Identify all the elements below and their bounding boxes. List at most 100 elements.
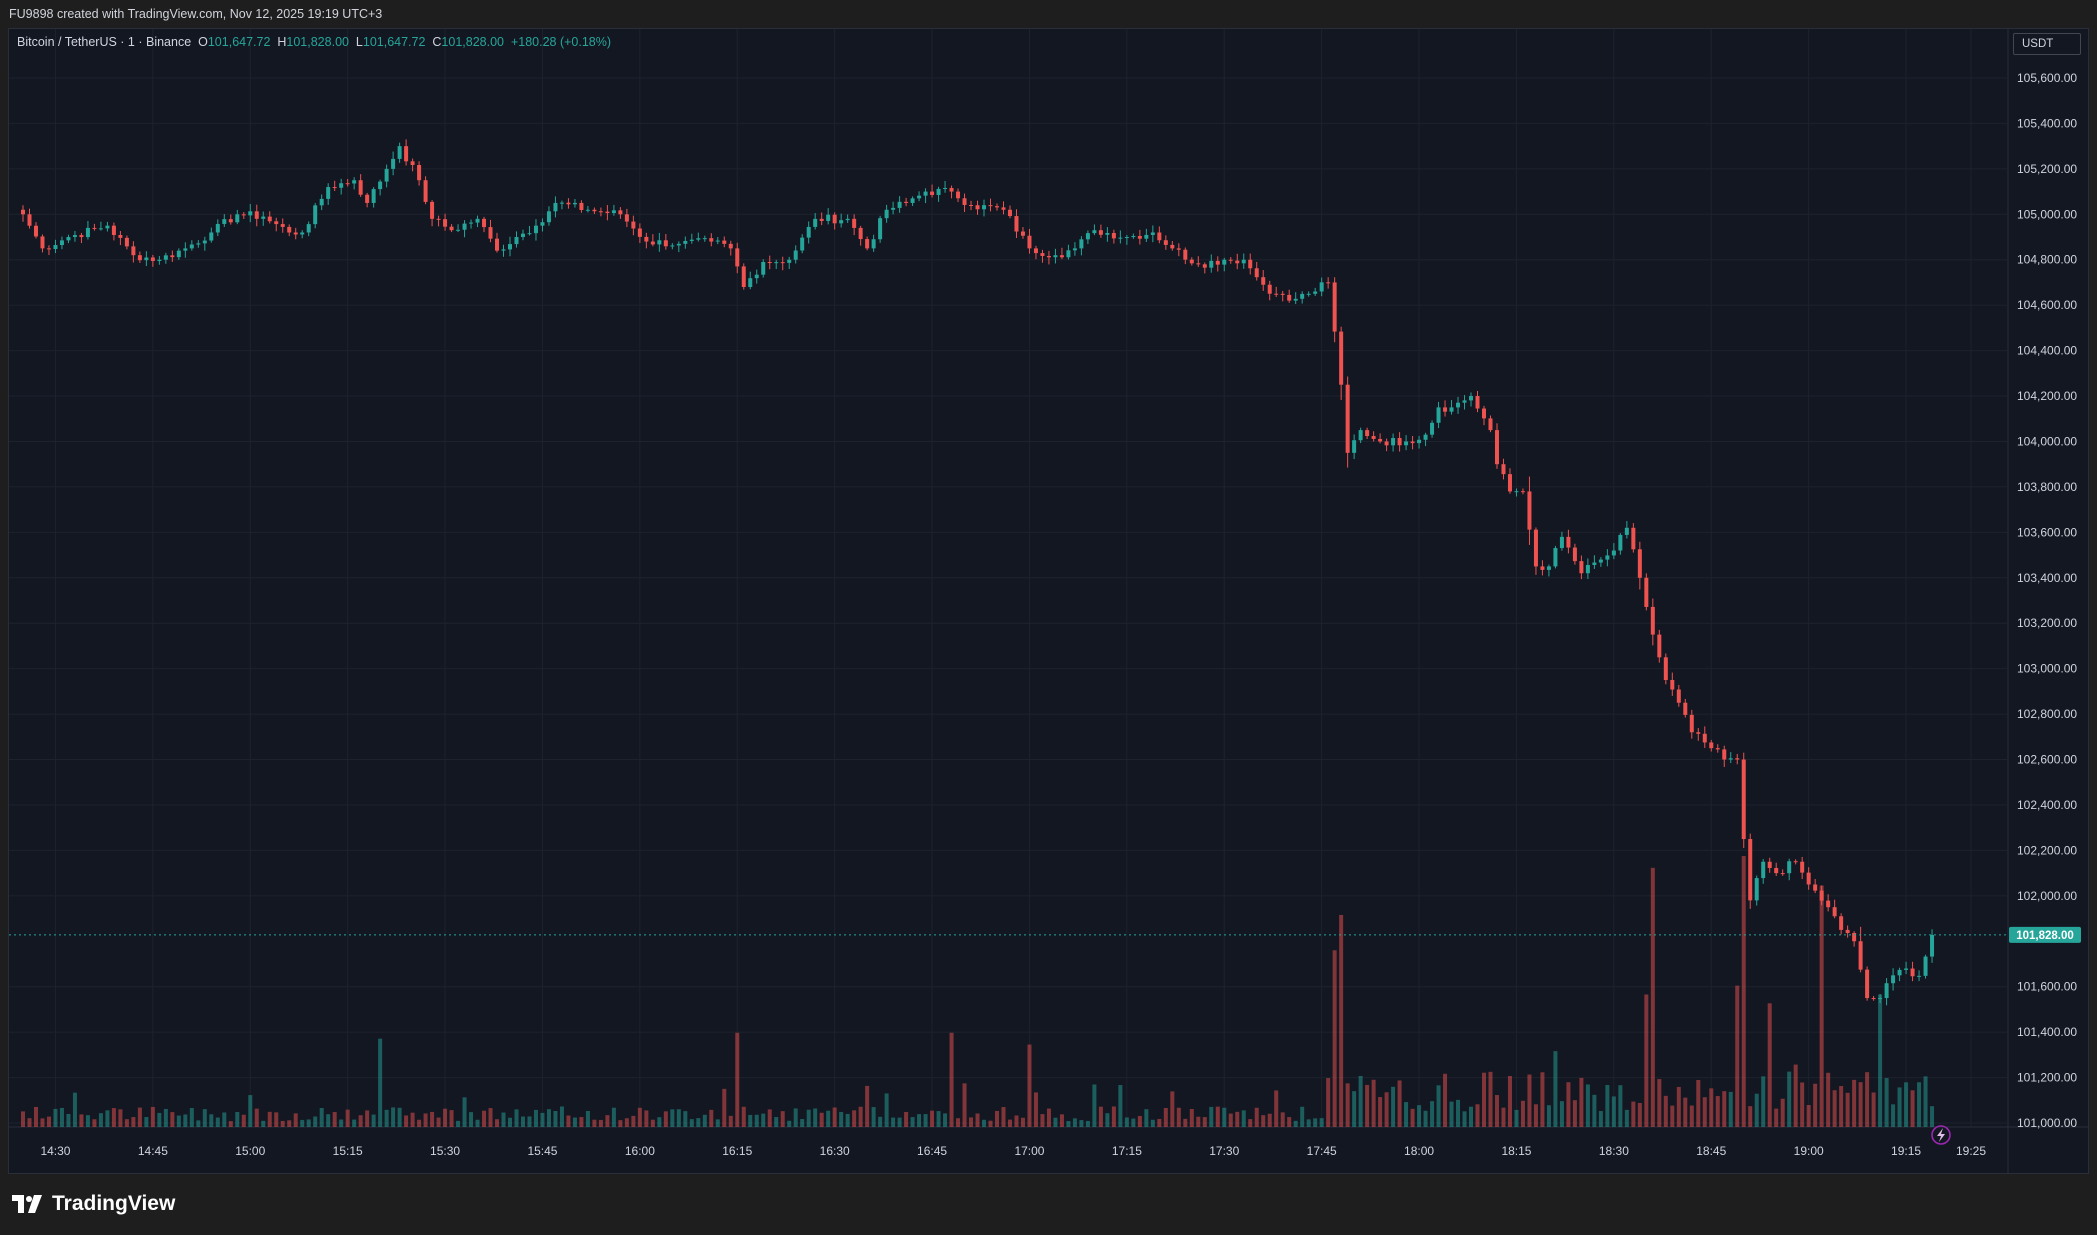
price-axis[interactable]: 105,600.00 105,400.00 105,200.00 105,000.00…: [2017, 71, 2077, 1130]
candle-body: [1585, 565, 1590, 574]
candle-body: [1358, 430, 1363, 441]
time-tick-label: 18:45: [1696, 1144, 1726, 1158]
candle-body: [1917, 975, 1922, 977]
candle-body: [1092, 230, 1097, 234]
time-axis[interactable]: 14:30 14:45 15:00 15:15 15:30 15:45 16:00 16:15…: [40, 1144, 1986, 1158]
volume-bar: [1423, 1110, 1428, 1127]
chart-panel[interactable]: 105,600.00 105,400.00 105,200.00 105,000.00…: [8, 28, 2089, 1174]
volume-bar: [1358, 1075, 1363, 1127]
volume-bar: [274, 1112, 279, 1127]
volume-bar: [449, 1110, 454, 1127]
candle-body: [917, 195, 922, 199]
volume-bar: [1293, 1120, 1298, 1127]
change-value: +180.28 (+0.18%): [510, 35, 612, 49]
volume-bar: [904, 1111, 909, 1127]
volume-bar: [1527, 1074, 1532, 1127]
volume-bar: [1520, 1100, 1525, 1127]
candle-body: [241, 214, 246, 216]
candle-body: [884, 209, 889, 219]
price-tick-label: 105,200.00: [2017, 162, 2077, 176]
volume-bar: [85, 1115, 90, 1127]
volume-bar: [1183, 1118, 1188, 1127]
price-tick-label: 101,200.00: [2017, 1071, 2077, 1085]
attribution-text: FU9898 created with TradingView.com, Nov…: [9, 7, 383, 21]
volume-bar: [865, 1085, 870, 1127]
volume-bar: [1689, 1105, 1694, 1127]
volume-bar: [514, 1109, 519, 1127]
price-chart[interactable]: 105,600.00 105,400.00 105,200.00 105,000.00…: [9, 29, 2088, 1173]
candle-body: [280, 224, 285, 227]
volume-bar: [241, 1114, 246, 1127]
candle-body: [215, 223, 220, 233]
price-tick-label: 103,400.00: [2017, 571, 2077, 585]
volume-bar: [1637, 1102, 1642, 1127]
candle-body: [1572, 547, 1577, 562]
candle-body: [845, 218, 850, 221]
volume-bar: [657, 1117, 662, 1127]
candle-body: [1352, 440, 1357, 453]
candle-body: [1053, 255, 1058, 258]
volume-bar: [813, 1108, 818, 1127]
volume-bar: [1741, 856, 1746, 1127]
volume-bar: [1813, 1083, 1818, 1127]
candle-body: [21, 209, 25, 215]
volume-bar: [644, 1110, 649, 1127]
candle-body: [345, 183, 350, 185]
volume-bar: [1884, 1078, 1889, 1127]
time-tick-label: 18:15: [1501, 1144, 1531, 1158]
volume-bar: [1456, 1099, 1461, 1127]
volume-bar: [871, 1107, 876, 1127]
volume-bar: [566, 1115, 571, 1127]
candle-body: [1923, 956, 1928, 976]
volume-bar: [118, 1109, 123, 1127]
candle-body: [501, 249, 506, 251]
candle-body: [741, 266, 746, 287]
candle-body: [975, 205, 980, 210]
volume-bar: [1196, 1116, 1201, 1127]
candle-body: [1676, 689, 1681, 703]
candle-body: [1072, 248, 1077, 251]
candle-body: [1475, 396, 1480, 409]
volume-bar: [741, 1106, 746, 1127]
candle-body: [852, 218, 857, 228]
candle-body: [611, 210, 616, 214]
brand-logo[interactable]: TradingView: [12, 1192, 175, 1216]
volume-bar: [917, 1114, 922, 1127]
volume-bar: [1897, 1087, 1902, 1127]
volume-bar: [884, 1093, 889, 1127]
candle-body: [326, 187, 331, 199]
volume-bar: [1092, 1084, 1097, 1127]
volume-bar: [443, 1108, 448, 1127]
candle-body: [144, 257, 149, 261]
volume-bar: [46, 1116, 51, 1127]
replay-icon[interactable]: [1931, 1125, 1951, 1145]
volume-bar: [1176, 1107, 1181, 1127]
candle-body: [1079, 239, 1084, 249]
volume-bar: [1540, 1072, 1545, 1127]
price-tick-label: 101,000.00: [2017, 1116, 2077, 1130]
candle-body: [1293, 298, 1298, 301]
candle-body: [1520, 491, 1525, 493]
time-tick-label: 19:00: [1794, 1144, 1824, 1158]
candle-body: [365, 194, 370, 203]
volume-bar: [1267, 1113, 1272, 1127]
volume-bar: [767, 1109, 772, 1127]
candle-body: [1793, 861, 1798, 863]
price-tick-label: 103,000.00: [2017, 662, 2077, 676]
candle-body: [306, 224, 311, 233]
open-value: 101,647.72: [207, 35, 271, 49]
volume-bar: [709, 1109, 714, 1127]
high-key: H: [277, 35, 287, 49]
volume-bar: [1657, 1079, 1662, 1127]
candle-body: [1170, 244, 1175, 249]
candle-body: [618, 210, 623, 215]
volume-bar: [397, 1107, 402, 1127]
currency-button-box[interactable]: USDT: [2013, 33, 2081, 55]
candle-body: [79, 235, 84, 238]
symbol-name[interactable]: Bitcoin / TetherUS · 1 · Binance: [17, 35, 192, 49]
volume-bar: [287, 1120, 292, 1127]
volume-bar: [761, 1113, 766, 1127]
volume-bar: [319, 1107, 324, 1127]
price-tick-label: 104,200.00: [2017, 389, 2077, 403]
volume-bar: [787, 1120, 792, 1127]
